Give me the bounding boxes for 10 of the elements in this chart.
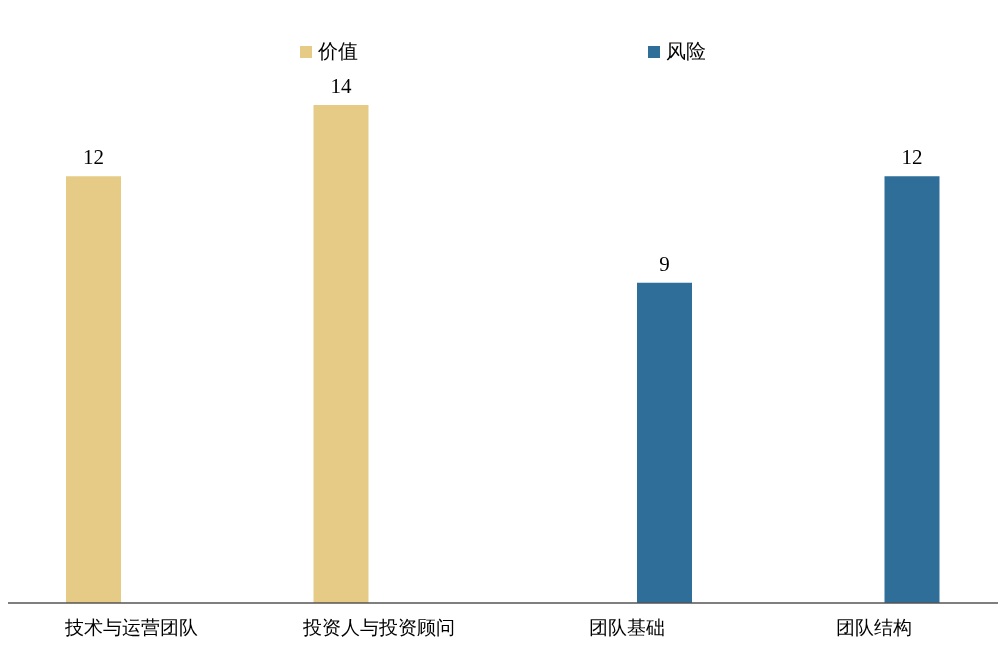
legend-label: 价值 [318,39,358,64]
x-tick-label: 团队基础 [588,617,665,639]
data-label: 12 [83,145,104,170]
data-label: 14 [330,74,352,98]
x-tick-label: 团队结构 [836,617,913,639]
data-label: 9 [659,251,670,276]
x-tick-label: 投资人与投资顾问 [302,617,456,639]
data-label: 12 [901,145,923,170]
x-tick-label: 技术与运营团队 [64,617,199,639]
legend-label: 风险 [666,39,706,64]
